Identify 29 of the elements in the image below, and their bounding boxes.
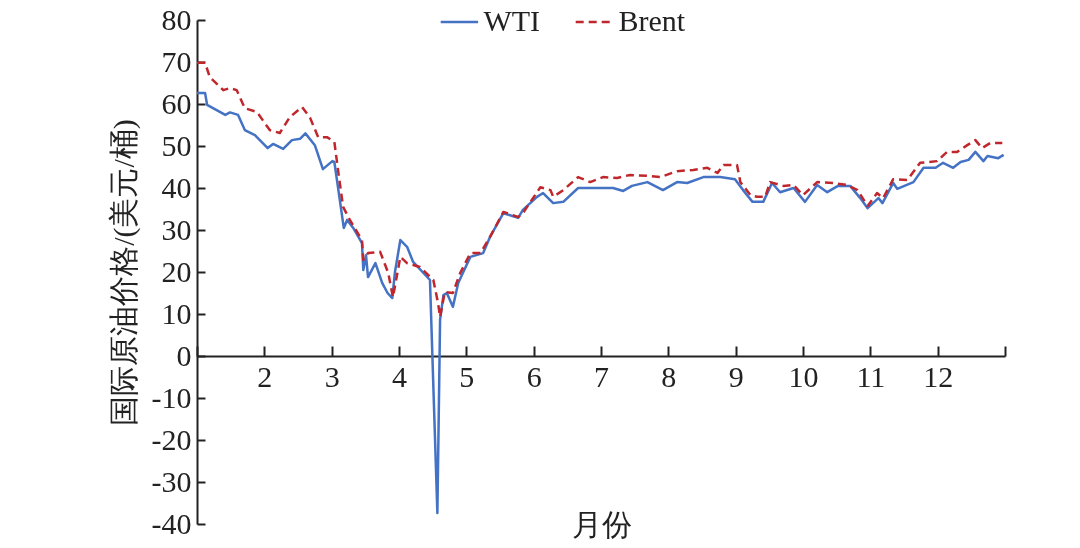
x-tick-label: 4: [392, 359, 407, 393]
y-tick-label: 70: [161, 44, 192, 78]
legend-label: Brent: [618, 4, 686, 37]
legend-label: WTI: [483, 4, 541, 37]
x-tick-label: 9: [728, 359, 744, 393]
x-tick-label: 12: [923, 359, 954, 393]
y-tick-label: -40: [151, 506, 192, 540]
y-tick-label: -10: [151, 380, 192, 414]
x-tick-label: 2: [257, 359, 273, 393]
y-tick-label: 80: [161, 2, 192, 36]
y-tick-label: 0: [176, 338, 192, 372]
x-tick-label: 8: [661, 359, 677, 393]
x-tick-label: 11: [856, 359, 886, 393]
y-tick-label: 30: [161, 212, 192, 246]
y-tick-label: -20: [151, 422, 192, 456]
x-tick-label: 5: [459, 359, 475, 393]
x-tick-label: 10: [788, 359, 819, 393]
y-tick-label: 20: [161, 254, 192, 288]
y-tick-label: -30: [151, 464, 192, 498]
y-tick-label: 60: [161, 86, 192, 120]
y-tick-label: 50: [161, 128, 192, 162]
line-series: [195, 61, 1004, 319]
x-tick-label: 7: [594, 359, 609, 393]
y-axis-title: 国际原油价格/(美元/桶): [106, 119, 141, 426]
y-tick-label: 10: [161, 296, 192, 330]
y-tick-label: 40: [161, 170, 192, 204]
x-tick-label: 3: [324, 359, 340, 393]
x-tick-label: 6: [526, 359, 542, 393]
x-axis-title: 月份: [571, 507, 632, 541]
